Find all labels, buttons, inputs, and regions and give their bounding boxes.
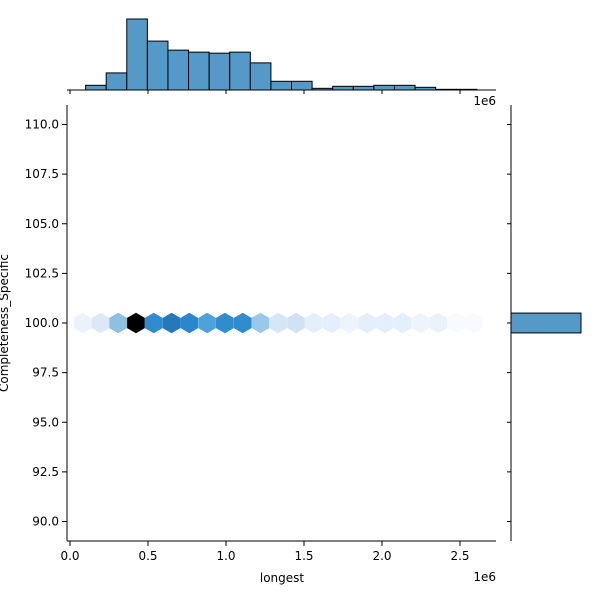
y-axis-label: Completeness_Specific — [0, 254, 11, 392]
y-tick-label: 97.5 — [32, 366, 59, 380]
top-hist-bar — [414, 86, 437, 91]
top-hist-bar — [249, 62, 272, 91]
hexbin-cell — [73, 312, 92, 334]
hexbin-cell — [180, 312, 199, 334]
top-hist-bar — [105, 72, 128, 91]
top-hist-bar — [393, 84, 416, 91]
hexbin-cell — [251, 312, 270, 334]
hexbin-cell — [322, 312, 341, 334]
top-hist-bar — [126, 18, 148, 91]
top-hist-bar — [188, 51, 210, 91]
top-hist-bar — [291, 80, 313, 91]
hexbin-cell — [358, 312, 376, 334]
top-hist-bar — [270, 80, 293, 91]
x-axis-label: longest — [260, 571, 305, 585]
y-tick-label: 90.0 — [32, 515, 59, 529]
y-tick-label: 95.0 — [32, 415, 59, 429]
x-tick-label: 0.5 — [138, 549, 157, 563]
top-hist-bar — [352, 85, 375, 91]
x-tick-label: 0.0 — [60, 549, 79, 563]
y-tick-label: 105.0 — [25, 217, 59, 231]
top-hist-bar — [455, 88, 478, 91]
x-tick-label: 1.0 — [216, 549, 235, 563]
hexbin-cell — [269, 312, 288, 334]
hexbin-cell — [91, 312, 110, 334]
hexbin-cell — [162, 312, 181, 334]
hexbin-cell — [144, 312, 163, 334]
hexbin-cell — [216, 312, 234, 334]
top-hist-bar — [311, 87, 334, 91]
right-hist-bar — [510, 312, 582, 334]
hexbin-cell — [411, 312, 430, 334]
x-tick-label: 2.0 — [372, 549, 391, 563]
x-tick-label: 2.5 — [450, 549, 469, 563]
y-tick-label: 107.5 — [25, 167, 59, 181]
hexbin-cell — [447, 312, 465, 334]
y-tick-label: 100.0 — [25, 316, 59, 330]
hexbin-cell — [393, 312, 412, 334]
top-hist-bar — [373, 84, 395, 91]
y-tick-label: 92.5 — [32, 465, 59, 479]
x-tick-label: 1.5 — [294, 549, 313, 563]
hexbin-cell — [287, 312, 305, 334]
hexbin-cell — [465, 312, 483, 334]
top-hist-bar — [229, 51, 251, 91]
top-hist-bar — [167, 49, 190, 91]
top-hist-bar — [435, 88, 457, 91]
top-hist-bar — [85, 84, 107, 91]
hexbin-cell — [340, 312, 359, 334]
hexbin-cell — [127, 312, 145, 334]
hexbin-cell — [233, 312, 252, 334]
top-hist-bar — [146, 40, 169, 91]
hexbin-cell — [429, 312, 448, 334]
top-hist-bar — [208, 52, 231, 91]
hexbin-cell — [109, 312, 127, 334]
x-offset-label: 1e6 — [473, 570, 496, 584]
top-hist-bar — [332, 85, 354, 91]
hexbin-cell — [376, 312, 394, 334]
y-tick-label: 102.5 — [25, 266, 59, 280]
hexbin-cell — [198, 312, 216, 334]
y-tick-label: 110.0 — [25, 118, 59, 132]
top-offset-label: 1e6 — [473, 94, 496, 108]
hexbin-cell — [305, 312, 323, 334]
